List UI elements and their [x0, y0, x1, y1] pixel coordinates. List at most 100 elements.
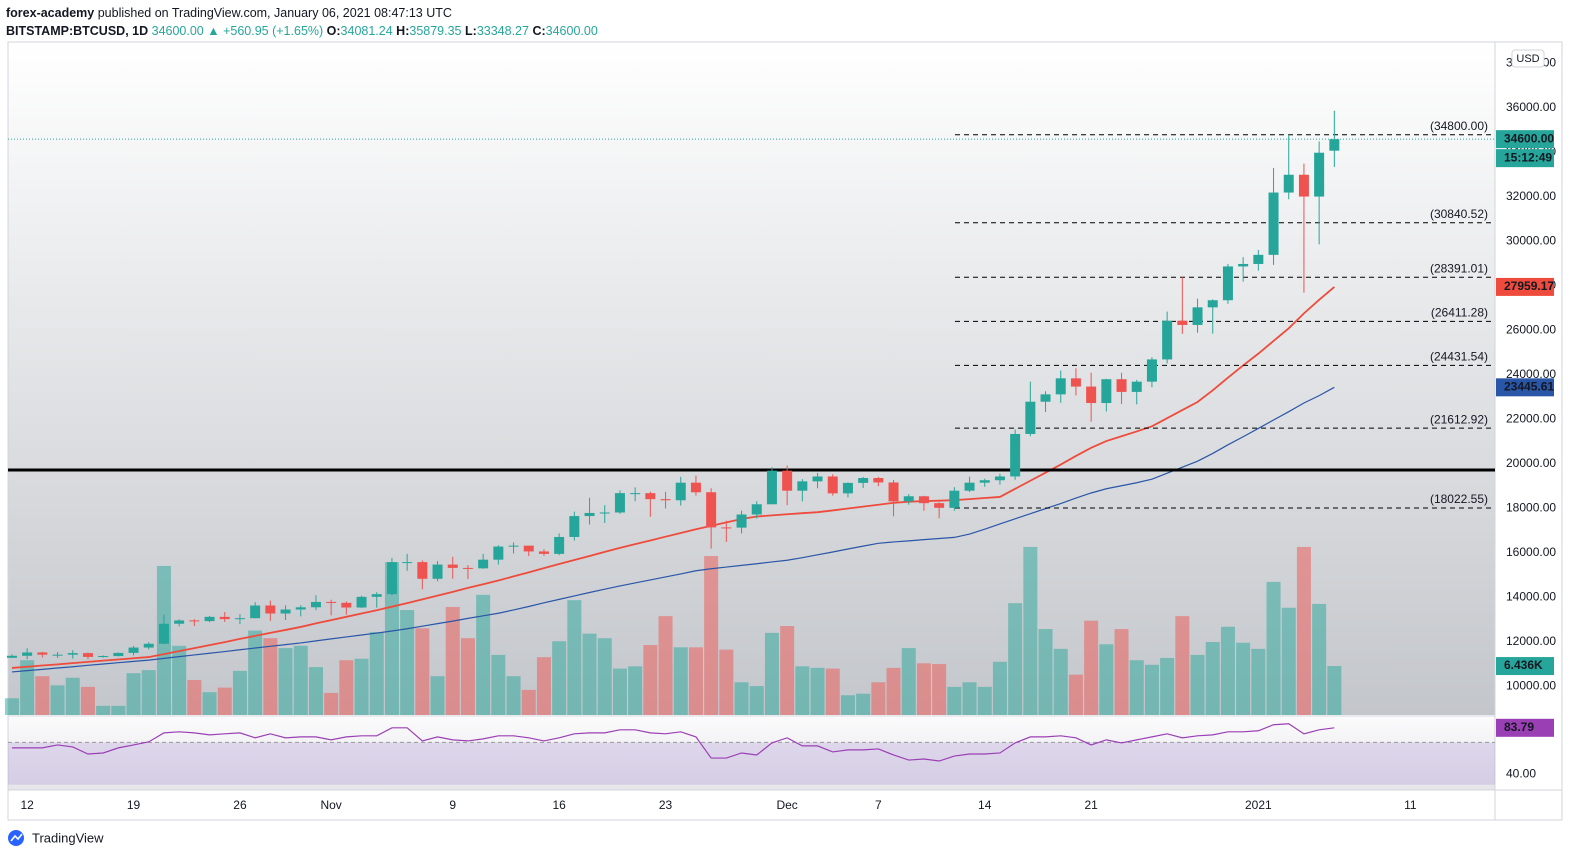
- candle-body: [645, 493, 656, 500]
- volume-bar: [688, 647, 703, 715]
- candle-body: [1192, 307, 1203, 325]
- volume-label-bg: [1496, 657, 1554, 676]
- candle-body: [979, 480, 990, 483]
- last-price-label: 34600.00: [1504, 131, 1554, 145]
- volume-bar: [1205, 641, 1220, 715]
- candle-body: [67, 653, 78, 655]
- candle-body: [660, 499, 671, 501]
- volume-bar: [1266, 581, 1281, 715]
- volume-bar: [172, 645, 187, 715]
- volume-bar: [415, 628, 430, 715]
- volume-bar: [217, 687, 232, 715]
- candle-body: [462, 567, 473, 569]
- volume-label: 6.436K: [1504, 658, 1543, 672]
- volume-bar: [476, 594, 491, 715]
- candle-body: [538, 551, 549, 554]
- volume-bar: [1327, 666, 1342, 715]
- candle-body: [782, 470, 793, 491]
- volume-bar: [1008, 603, 1023, 715]
- candle-body: [812, 476, 823, 482]
- volume-bar: [35, 676, 50, 715]
- volume-bar: [658, 616, 673, 715]
- countdown-label: 15:12:49: [1504, 150, 1552, 164]
- candle-body: [949, 490, 960, 508]
- volume-bar: [308, 667, 323, 715]
- price-pane: [8, 42, 1495, 715]
- volume-bar: [749, 686, 764, 715]
- volume-bar: [1084, 620, 1099, 715]
- volume-bar: [947, 686, 962, 715]
- level-label: (28391.01): [1430, 261, 1488, 275]
- currency: USD: [1516, 53, 1539, 65]
- symbol: BITSTAMP:BTCUSD, 1D: [6, 24, 149, 38]
- volume-bar: [369, 632, 384, 715]
- volume-bar: [20, 660, 35, 715]
- ma-label-bg: [1496, 378, 1554, 397]
- volume-bar: [840, 695, 855, 715]
- level-label: (26411.28): [1431, 306, 1488, 320]
- candle-body: [295, 607, 306, 610]
- x-tick-label: 26: [233, 798, 247, 812]
- x-tick-label: 7: [875, 798, 882, 812]
- x-tick-label: 19: [127, 798, 141, 812]
- x-tick-label: Dec: [776, 798, 797, 812]
- volume-bar: [612, 668, 627, 715]
- volume-bar: [96, 705, 111, 715]
- candle-body: [994, 476, 1005, 481]
- volume-bar: [810, 667, 825, 715]
- last-price-label-bg: [1496, 130, 1554, 149]
- y-tick-label: 10000.00: [1506, 679, 1556, 693]
- candle-body: [873, 478, 884, 483]
- candle-body: [82, 653, 93, 657]
- y-tick-label: 24000.00: [1506, 367, 1556, 381]
- candle-body: [934, 503, 945, 508]
- ma-label-bg: [1496, 277, 1554, 296]
- volume-bar: [1281, 607, 1296, 715]
- candle-body: [751, 504, 762, 515]
- rsi-line: [11, 723, 1335, 762]
- candle-body: [1329, 139, 1340, 151]
- y-tick-label: 18000.00: [1506, 501, 1556, 515]
- volume-bar: [719, 649, 734, 715]
- volume-bar: [977, 686, 992, 715]
- candle-body: [1314, 152, 1325, 197]
- volume-bar: [962, 682, 977, 715]
- volume-bar: [1144, 664, 1159, 715]
- candle-body: [736, 514, 747, 528]
- candle-body: [432, 564, 443, 579]
- ma-label: 27959.17: [1504, 279, 1554, 293]
- y-tick-label: 20000.00: [1506, 456, 1556, 470]
- candle-body: [1025, 401, 1036, 434]
- volume-bar: [1175, 616, 1190, 715]
- candle-body: [326, 601, 337, 603]
- volume-bar: [202, 692, 217, 715]
- volume-bar: [460, 638, 475, 715]
- candle-body: [903, 496, 914, 502]
- volume-bar: [780, 626, 795, 715]
- volume-bar: [384, 562, 399, 715]
- volume-bar: [536, 657, 551, 715]
- volume-bar: [871, 682, 886, 715]
- volume-bar: [126, 673, 141, 715]
- candle-body: [1283, 174, 1294, 193]
- candle-body: [356, 596, 367, 608]
- volume-bar: [263, 638, 278, 715]
- candle-body: [189, 620, 200, 622]
- volume-bar: [643, 645, 658, 715]
- volume-bar: [567, 600, 582, 715]
- candle-body: [614, 493, 625, 513]
- volume-bar: [795, 666, 810, 715]
- candle-body: [569, 516, 580, 537]
- candle-body: [766, 470, 777, 505]
- y-tick-label: 30000.00: [1506, 234, 1556, 248]
- candle-body: [1162, 320, 1173, 360]
- candle-body: [964, 482, 975, 491]
- change: ▲ +560.95 (+1.65%): [207, 24, 324, 38]
- candle-body: [493, 546, 504, 560]
- h-key: H:: [396, 24, 410, 38]
- published: published on TradingView.com, January 06…: [97, 6, 452, 20]
- candle-body: [1040, 394, 1051, 402]
- candle-body: [371, 594, 382, 597]
